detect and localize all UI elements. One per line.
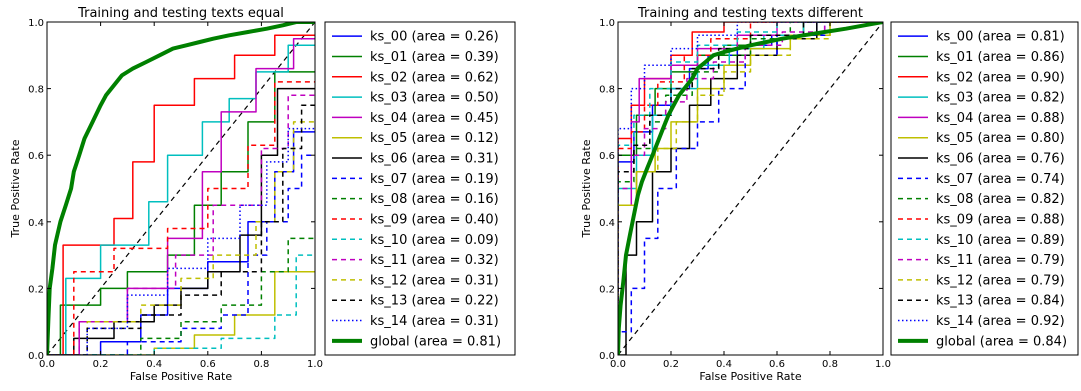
series-line-10 — [618, 22, 883, 355]
legend-label-1: ks_01 (area = 0.86) — [936, 50, 1065, 65]
series-line-15 — [47, 22, 315, 355]
legend-label-10: ks_10 (area = 0.09) — [370, 233, 499, 248]
x-tick-label: 0.0 — [610, 359, 626, 370]
chart-title: Training and testing texts different — [637, 6, 863, 21]
legend-label-11: ks_11 (area = 0.79) — [936, 253, 1065, 268]
legend: ks_00 (area = 0.26) ks_01 (area = 0.39) ks… — [324, 21, 516, 356]
series-line-12 — [47, 121, 315, 355]
legend-label-13: ks_13 (area = 0.84) — [936, 294, 1065, 309]
legend-label-6: ks_06 (area = 0.76) — [936, 152, 1065, 167]
legend-label-4: ks_04 (area = 0.88) — [936, 111, 1065, 126]
legend-label-15: global (area = 0.84) — [936, 334, 1067, 349]
x-axis-label: False Positive Rate — [130, 370, 232, 383]
x-tick-label: 0.6 — [769, 359, 785, 370]
legend-label-14: ks_14 (area = 0.92) — [936, 314, 1065, 329]
legend-label-15: global (area = 0.81) — [370, 334, 501, 349]
legend-label-0: ks_00 (area = 0.26) — [370, 30, 499, 45]
legend-label-3: ks_03 (area = 0.82) — [936, 91, 1065, 106]
series-line-9 — [47, 81, 315, 355]
series-line-13 — [47, 104, 315, 355]
y-tick-label: 1.0 — [599, 18, 615, 29]
y-tick-label: 0.0 — [28, 351, 44, 362]
x-tick-label: 0.4 — [146, 359, 162, 370]
chart-panel-0: 0.0 0.2 0.4 0.6 0.8 1.0 0.0 0.2 0.4 0.6 0.8 1.0 Trai… — [9, 6, 516, 383]
diagonal-reference-line — [617, 21, 884, 356]
series-line-2 — [47, 34, 315, 355]
y-tick-label: 0.6 — [599, 151, 615, 162]
y-tick-label: 0.8 — [28, 85, 44, 96]
legend: ks_00 (area = 0.81) ks_01 (area = 0.86) ks… — [890, 21, 1079, 356]
series-line-4 — [47, 37, 315, 355]
chart-title: Training and testing texts equal — [77, 6, 284, 21]
y-axis-label: True Positive Rate — [9, 139, 22, 238]
y-tick-label: 0.8 — [599, 85, 615, 96]
x-tick-label: 0.6 — [200, 359, 216, 370]
x-tick-label: 0.8 — [253, 359, 269, 370]
legend-label-10: ks_10 (area = 0.89) — [936, 233, 1065, 248]
legend-label-7: ks_07 (area = 0.19) — [370, 172, 499, 187]
y-tick-label: 1.0 — [28, 18, 44, 29]
legend-label-8: ks_08 (area = 0.16) — [370, 192, 499, 207]
x-tick-label: 1.0 — [307, 359, 323, 370]
legend-label-13: ks_13 (area = 0.22) — [370, 294, 499, 309]
y-tick-label: 0.0 — [599, 351, 615, 362]
legend-label-11: ks_11 (area = 0.32) — [370, 253, 499, 268]
series-line-15 — [618, 22, 883, 355]
y-tick-label: 0.6 — [28, 151, 44, 162]
legend-label-5: ks_05 (area = 0.80) — [936, 131, 1065, 146]
legend-label-8: ks_08 (area = 0.82) — [936, 192, 1065, 207]
x-tick-label: 0.8 — [822, 359, 838, 370]
series-line-3 — [47, 44, 315, 355]
series-line-13 — [618, 22, 883, 355]
legend-label-1: ks_01 (area = 0.39) — [370, 50, 499, 65]
legend-label-6: ks_06 (area = 0.31) — [370, 152, 499, 167]
legend-label-9: ks_09 (area = 0.40) — [370, 212, 499, 227]
series-line-7 — [47, 154, 315, 355]
x-tick-label: 1.0 — [875, 359, 891, 370]
y-axis-label: True Positive Rate — [580, 139, 593, 238]
legend-label-14: ks_14 (area = 0.31) — [370, 314, 499, 329]
axes-frame — [617, 21, 884, 356]
series-line-6 — [47, 87, 315, 355]
x-tick-label: 0.2 — [663, 359, 679, 370]
x-tick-label: 0.2 — [93, 359, 109, 370]
chart-panel-1: 0.0 0.2 0.4 0.6 0.8 1.0 0.0 0.2 0.4 0.6 0.8 1.0 Trai… — [580, 6, 1079, 383]
legend-label-9: ks_09 (area = 0.88) — [936, 212, 1065, 227]
legend-label-0: ks_00 (area = 0.81) — [936, 30, 1065, 45]
legend-label-4: ks_04 (area = 0.45) — [370, 111, 499, 126]
series-group — [618, 22, 883, 355]
y-tick-label: 0.4 — [599, 218, 615, 229]
series-line-11 — [618, 22, 883, 355]
legend-label-12: ks_12 (area = 0.31) — [370, 273, 499, 288]
series-group — [47, 22, 315, 355]
x-axis-label: False Positive Rate — [699, 370, 801, 383]
axes-frame — [46, 21, 316, 356]
legend-label-7: ks_07 (area = 0.74) — [936, 172, 1065, 187]
legend-label-3: ks_03 (area = 0.50) — [370, 91, 499, 106]
y-tick-label: 0.2 — [599, 284, 615, 295]
x-tick-label: 0.4 — [716, 359, 732, 370]
y-tick-label: 0.2 — [28, 284, 44, 295]
series-line-7 — [618, 22, 883, 355]
y-tick-label: 0.4 — [28, 218, 44, 229]
series-line-1 — [47, 71, 315, 355]
legend-label-5: ks_05 (area = 0.12) — [370, 131, 499, 146]
x-tick-label: 0.0 — [39, 359, 55, 370]
legend-label-2: ks_02 (area = 0.90) — [936, 70, 1065, 85]
legend-label-12: ks_12 (area = 0.79) — [936, 273, 1065, 288]
legend-label-2: ks_02 (area = 0.62) — [370, 70, 499, 85]
